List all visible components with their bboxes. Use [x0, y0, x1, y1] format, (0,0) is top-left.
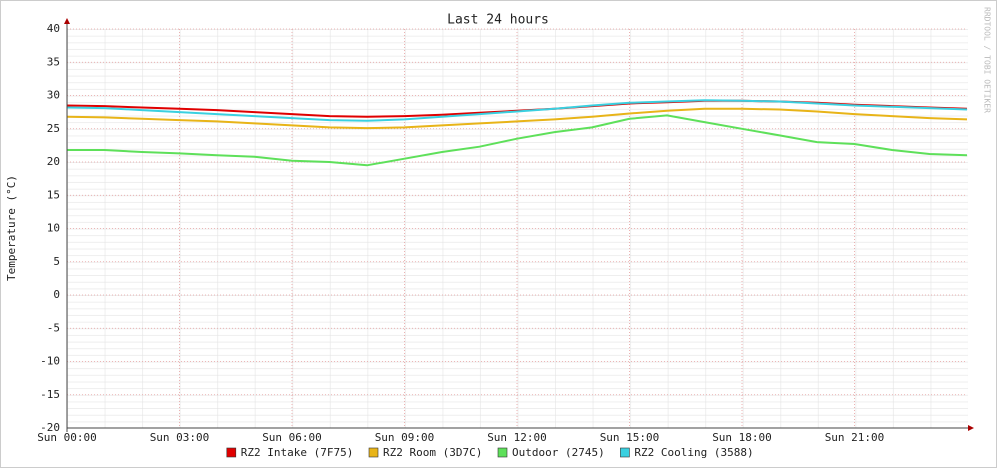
y-tick-label: 30 — [47, 89, 60, 102]
series-line — [66, 99, 968, 122]
y-tick-label: 25 — [47, 122, 60, 135]
axis-arrow — [64, 18, 70, 24]
y-tick-label: 0 — [53, 288, 60, 301]
y-tick-label: -10 — [40, 355, 60, 368]
y-tick-label: 20 — [47, 155, 60, 168]
legend: RZ2 Intake (7F75) RZ2 Room (3D7C) Outdoor … — [226, 446, 754, 459]
legend-label: RZ2 Intake (7F75) — [241, 446, 354, 459]
plot: -20 -15 -10 -5 0 5 10 15 20 25 30 35 40 Sun 00:00 Sun … — [37, 22, 968, 444]
y-tick-label: 10 — [47, 222, 60, 235]
y-tick-label: -15 — [40, 388, 60, 401]
x-tick-label: Sun 15:00 — [600, 431, 660, 444]
x-tick-label: Sun 12:00 — [487, 431, 547, 444]
series-line — [66, 107, 968, 130]
x-tick-label: Sun 18:00 — [712, 431, 772, 444]
chart-title: Last 24 hours — [447, 13, 549, 28]
y-tick-label: 15 — [47, 188, 60, 201]
legend-swatch — [497, 447, 508, 458]
y-tick-label: 35 — [47, 55, 60, 68]
watermark: RRDTOOL / TOBI OETIKER — [983, 7, 992, 113]
legend-swatch — [368, 447, 379, 458]
legend-swatch — [620, 447, 630, 458]
legend-label: Outdoor (2745) — [512, 446, 605, 459]
x-tick-label: Sun 00:00 — [37, 431, 97, 444]
y-tick-label: -20 — [40, 421, 60, 434]
axis-arrow — [968, 425, 974, 431]
legend-label: RZ2 Room (3D7C) — [383, 446, 482, 459]
y-tick-label: 5 — [53, 255, 60, 268]
x-tick-label: Sun 09:00 — [375, 431, 435, 444]
y-tick-label: 40 — [47, 22, 60, 35]
y-tick-label: -5 — [47, 321, 60, 334]
x-tick-label: Sun 03:00 — [150, 431, 210, 444]
x-tick-label: Sun 21:00 — [825, 431, 885, 444]
y-axis-label: Temperature (°C) — [5, 175, 18, 281]
x-tick-label: Sun 06:00 — [262, 431, 322, 444]
series-line — [67, 114, 968, 167]
legend-label: RZ2 Cooling (3588) — [634, 446, 753, 459]
legend-swatch — [226, 447, 237, 458]
